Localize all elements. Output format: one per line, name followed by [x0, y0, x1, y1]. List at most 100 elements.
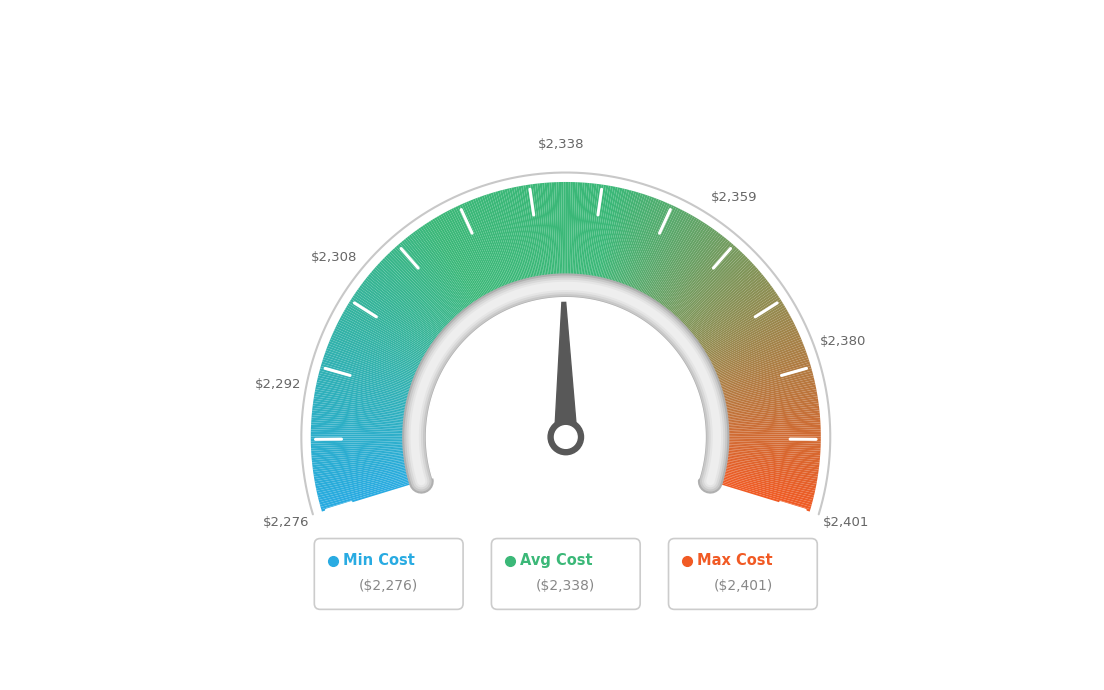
Polygon shape [622, 199, 661, 295]
Polygon shape [414, 230, 476, 313]
Polygon shape [389, 252, 460, 326]
Polygon shape [693, 295, 779, 353]
Polygon shape [605, 190, 634, 289]
Polygon shape [580, 183, 592, 284]
Polygon shape [708, 342, 803, 381]
Polygon shape [316, 387, 415, 408]
Polygon shape [680, 267, 757, 335]
Polygon shape [719, 444, 820, 451]
Polygon shape [682, 270, 761, 338]
Polygon shape [683, 274, 764, 340]
Polygon shape [692, 291, 776, 351]
Polygon shape [542, 183, 553, 284]
Polygon shape [314, 460, 414, 477]
Circle shape [548, 420, 584, 455]
Polygon shape [321, 364, 418, 394]
Polygon shape [371, 270, 449, 338]
Polygon shape [626, 202, 668, 296]
Polygon shape [628, 204, 672, 297]
Polygon shape [407, 236, 471, 317]
FancyBboxPatch shape [491, 538, 640, 609]
Polygon shape [712, 480, 810, 511]
Polygon shape [691, 289, 775, 349]
Polygon shape [394, 247, 464, 324]
Polygon shape [516, 186, 538, 286]
Polygon shape [391, 250, 461, 326]
Polygon shape [367, 276, 447, 341]
Polygon shape [396, 245, 465, 322]
Polygon shape [709, 346, 805, 384]
Polygon shape [315, 462, 415, 482]
Polygon shape [719, 440, 820, 444]
Polygon shape [532, 184, 548, 285]
Polygon shape [349, 301, 436, 356]
Polygon shape [646, 219, 701, 307]
Polygon shape [329, 339, 424, 380]
Polygon shape [556, 182, 562, 284]
Polygon shape [315, 391, 415, 411]
Polygon shape [470, 199, 510, 295]
Polygon shape [374, 267, 452, 335]
Polygon shape [416, 229, 477, 313]
Polygon shape [683, 273, 762, 339]
Polygon shape [317, 471, 416, 495]
Polygon shape [358, 287, 442, 348]
Polygon shape [464, 202, 506, 296]
Polygon shape [699, 309, 787, 362]
Polygon shape [341, 313, 432, 364]
Polygon shape [544, 183, 554, 284]
Polygon shape [716, 462, 817, 482]
Polygon shape [637, 211, 687, 302]
Polygon shape [319, 368, 418, 397]
Polygon shape [314, 396, 414, 414]
Text: $2,380: $2,380 [819, 335, 866, 348]
Polygon shape [618, 197, 655, 293]
Polygon shape [381, 260, 455, 331]
Polygon shape [426, 222, 484, 308]
Polygon shape [535, 184, 549, 285]
Polygon shape [311, 420, 413, 428]
Polygon shape [609, 193, 641, 290]
Polygon shape [330, 337, 425, 378]
Polygon shape [720, 438, 820, 441]
Polygon shape [311, 413, 413, 424]
Polygon shape [677, 260, 751, 331]
Polygon shape [613, 194, 646, 291]
Polygon shape [452, 208, 498, 300]
Polygon shape [311, 440, 413, 444]
Polygon shape [713, 479, 811, 509]
Text: $2,359: $2,359 [711, 191, 757, 204]
Polygon shape [311, 434, 412, 437]
Polygon shape [502, 190, 529, 288]
Polygon shape [496, 191, 524, 290]
Polygon shape [699, 311, 789, 362]
Polygon shape [583, 184, 596, 285]
Polygon shape [385, 255, 458, 328]
Polygon shape [660, 236, 724, 317]
Polygon shape [315, 464, 415, 484]
Polygon shape [718, 396, 818, 414]
Polygon shape [378, 264, 454, 333]
Polygon shape [719, 453, 819, 465]
Polygon shape [705, 333, 799, 375]
Polygon shape [411, 233, 474, 315]
Polygon shape [321, 480, 420, 511]
Polygon shape [577, 183, 587, 284]
Polygon shape [692, 293, 777, 352]
Polygon shape [336, 326, 427, 371]
Polygon shape [403, 239, 469, 319]
Polygon shape [718, 403, 819, 418]
Polygon shape [667, 245, 735, 322]
Polygon shape [708, 339, 803, 380]
Text: $2,308: $2,308 [311, 251, 358, 264]
Text: ($2,338): ($2,338) [537, 579, 595, 593]
Polygon shape [703, 322, 795, 369]
Polygon shape [715, 382, 816, 406]
Polygon shape [576, 183, 585, 284]
Polygon shape [322, 359, 420, 391]
Polygon shape [311, 427, 413, 433]
Polygon shape [709, 344, 804, 382]
Polygon shape [350, 299, 437, 355]
Polygon shape [311, 415, 413, 425]
Polygon shape [572, 182, 577, 284]
